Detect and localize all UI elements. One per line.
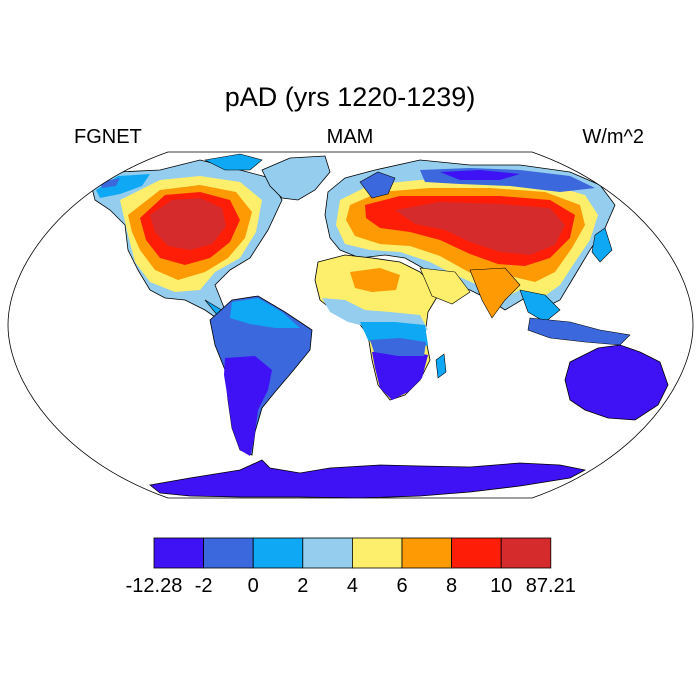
colorbar-swatch bbox=[401, 537, 452, 569]
map-title: pAD (yrs 1220-1239) bbox=[224, 82, 476, 112]
region-se-asia bbox=[519, 289, 561, 323]
colorbar-tick-label: 4 bbox=[347, 575, 358, 597]
region-japan bbox=[591, 227, 613, 263]
units-label: W/m^2 bbox=[582, 126, 644, 148]
season-label: MAM bbox=[326, 126, 374, 148]
region-alaska-blue bbox=[100, 178, 120, 188]
region-arctic-islands bbox=[204, 153, 263, 171]
region-africa-orange bbox=[350, 268, 400, 292]
region-sa-north bbox=[230, 298, 300, 328]
map-outline bbox=[7, 151, 694, 499]
colorbar-tick-label: 8 bbox=[446, 575, 457, 597]
colorbar-swatch bbox=[500, 537, 552, 569]
region-africa-mid bbox=[370, 338, 426, 356]
colorbar-tick-label: 10 bbox=[490, 575, 512, 597]
region-greenland bbox=[261, 155, 331, 201]
colorbar-tick-label: 6 bbox=[396, 575, 407, 597]
region-arabia bbox=[419, 267, 471, 305]
colorbar-swatch bbox=[302, 537, 353, 569]
region-sa-south bbox=[224, 356, 272, 456]
region-scandinavia bbox=[359, 171, 396, 199]
colorbar-tick-label: -2 bbox=[195, 575, 213, 597]
colorbar-tick-label: 0 bbox=[248, 575, 259, 597]
region-na-arctic bbox=[96, 174, 150, 198]
colorbar-swatch bbox=[153, 537, 204, 569]
region-australia bbox=[564, 344, 669, 421]
region-india bbox=[469, 267, 521, 319]
colorbar-tick-label: -12.28 bbox=[126, 575, 183, 597]
colorbar-swatch bbox=[203, 537, 254, 569]
region-na-darkred bbox=[150, 198, 226, 250]
region-antarctica bbox=[149, 459, 587, 498]
region-madagascar bbox=[435, 353, 447, 379]
colorbar-swatch bbox=[451, 537, 502, 569]
region-arctic-coast bbox=[440, 170, 520, 180]
colorbar-swatch bbox=[252, 537, 304, 569]
region-eurasia-darkred bbox=[395, 202, 565, 255]
colorbar-tick-label: 87.21 bbox=[526, 575, 576, 597]
colorbar-tick-label: 2 bbox=[297, 575, 308, 597]
region-africa-lightblue bbox=[322, 298, 428, 330]
colorbar-swatch bbox=[351, 537, 403, 569]
region-africa-south bbox=[372, 350, 428, 400]
model-label: FGNET bbox=[74, 126, 142, 148]
